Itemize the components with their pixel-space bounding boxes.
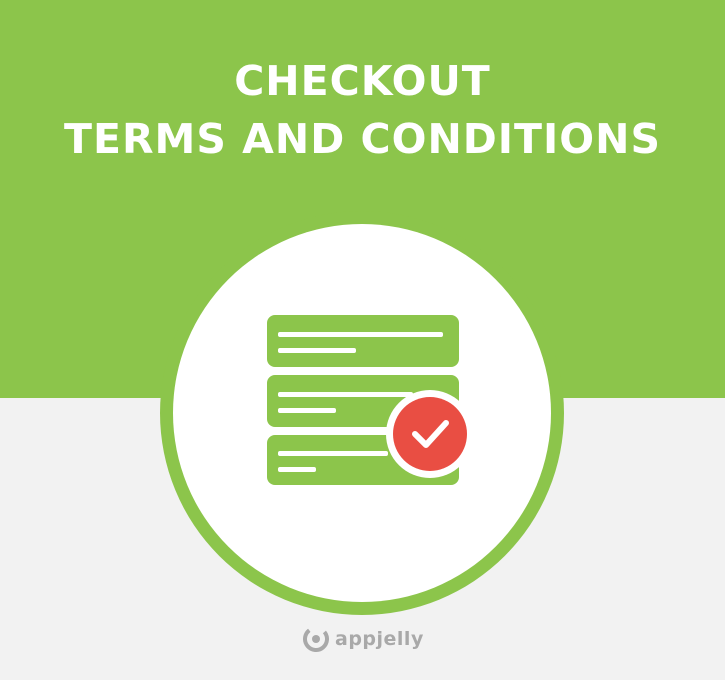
title-line-1: CHECKOUT <box>234 57 491 105</box>
terms-line <box>278 451 388 456</box>
checkmark-badge <box>393 397 467 471</box>
terms-card-1 <box>267 315 459 367</box>
brand-name: appjelly <box>335 628 424 650</box>
terms-line <box>278 348 356 353</box>
brand: appjelly <box>303 624 424 654</box>
terms-line <box>278 332 443 337</box>
page-title: CHECKOUT TERMS AND CONDITIONS <box>0 52 725 168</box>
appjelly-logo-icon <box>303 626 329 652</box>
terms-check-icon <box>267 315 474 485</box>
terms-line <box>278 408 336 413</box>
title-line-2: TERMS AND CONDITIONS <box>64 115 661 163</box>
terms-line <box>278 467 316 472</box>
checkmark-icon <box>412 420 449 448</box>
icon-badge <box>160 211 564 615</box>
terms-line <box>278 392 413 397</box>
